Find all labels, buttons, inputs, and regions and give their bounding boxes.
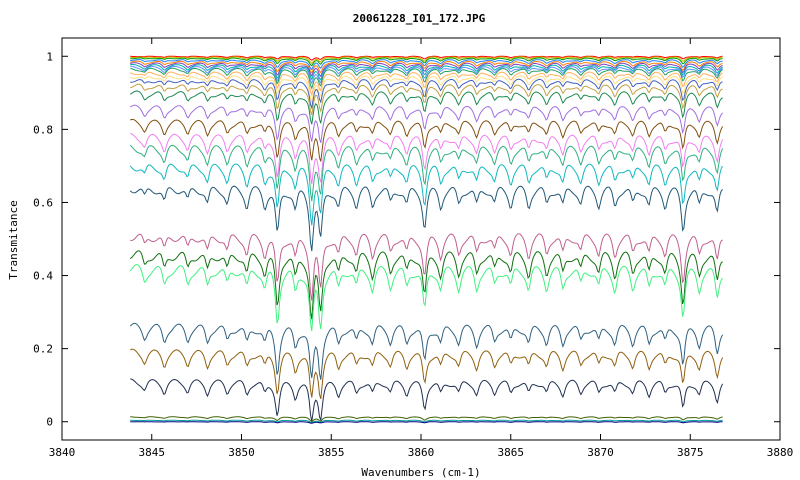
x-tick-label: 3845 xyxy=(139,446,166,459)
series-line xyxy=(129,250,723,320)
x-tick-label: 3870 xyxy=(587,446,614,459)
x-axis-label: Wavenumbers (cm-1) xyxy=(361,466,480,479)
series-line xyxy=(130,78,723,110)
series-line xyxy=(129,163,724,226)
y-tick-label: 0.6 xyxy=(33,196,53,209)
series-line xyxy=(130,416,723,423)
series-line xyxy=(129,264,724,332)
series-line xyxy=(130,348,724,400)
series-line xyxy=(130,57,723,67)
y-axis-ticks: 0 0.2 0.4 0.6 0.8 1 xyxy=(33,50,780,429)
series-line xyxy=(130,118,724,162)
x-tick-label: 3865 xyxy=(498,446,525,459)
x-tick-label: 3875 xyxy=(677,446,704,459)
y-tick-label: 0.2 xyxy=(33,343,53,356)
x-tick-label: 3860 xyxy=(408,446,435,459)
series-line xyxy=(130,64,723,81)
series-line xyxy=(130,419,723,424)
series-line xyxy=(130,233,723,301)
y-axis-label: Transmitance xyxy=(7,200,20,279)
series-line xyxy=(130,67,723,90)
series-line xyxy=(129,185,723,252)
series-line xyxy=(130,71,723,97)
series-lines xyxy=(129,55,724,424)
series-line xyxy=(130,378,724,422)
series-line xyxy=(129,90,723,125)
series-line xyxy=(130,62,723,78)
y-tick-label: 0 xyxy=(46,416,53,429)
series-line xyxy=(129,322,724,380)
x-tick-label: 3850 xyxy=(228,446,255,459)
x-tick-label: 3840 xyxy=(49,446,76,459)
y-tick-label: 0.8 xyxy=(33,123,53,136)
x-tick-label: 3880 xyxy=(767,446,794,459)
series-line xyxy=(129,144,724,202)
series-line xyxy=(130,60,723,74)
series-line xyxy=(130,58,723,71)
chart-title: 20061228_I01_172.JPG xyxy=(353,12,486,25)
series-line xyxy=(130,75,723,104)
y-tick-label: 1 xyxy=(46,50,53,63)
series-line xyxy=(130,133,724,185)
series-line xyxy=(130,65,723,85)
series-line xyxy=(129,104,723,143)
y-tick-label: 0.4 xyxy=(33,270,53,283)
x-axis-ticks: 3840 3845 3850 3855 3860 3865 3870 3875 3880 xyxy=(49,38,794,459)
series-line xyxy=(130,83,723,115)
x-tick-label: 3855 xyxy=(318,446,345,459)
series-line xyxy=(130,55,723,61)
series-line xyxy=(130,421,723,424)
series-line xyxy=(130,56,723,64)
